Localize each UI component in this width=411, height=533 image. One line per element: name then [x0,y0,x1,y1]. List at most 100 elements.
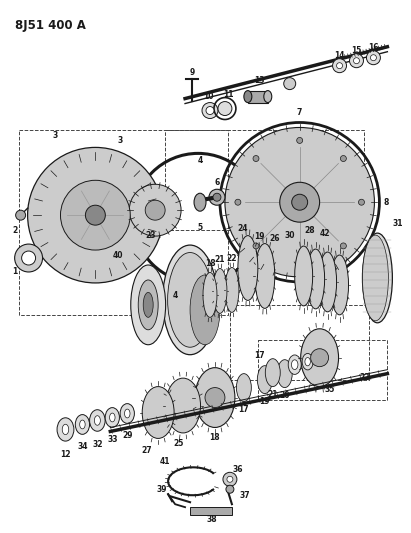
Circle shape [340,156,346,161]
Text: 25: 25 [173,439,183,448]
Circle shape [60,180,130,250]
Circle shape [206,107,214,115]
Ellipse shape [125,409,130,418]
Ellipse shape [110,413,115,422]
Text: 40: 40 [113,251,124,260]
Ellipse shape [264,91,272,102]
Ellipse shape [363,233,393,323]
Ellipse shape [142,386,174,439]
Ellipse shape [288,355,301,374]
Text: 36: 36 [233,465,243,474]
Text: 10: 10 [203,92,213,101]
Circle shape [311,349,328,367]
Ellipse shape [302,353,313,370]
Circle shape [332,59,346,72]
Text: 18: 18 [210,433,220,442]
Circle shape [202,102,218,118]
Ellipse shape [213,269,227,313]
Ellipse shape [120,403,134,423]
Circle shape [349,54,363,68]
Bar [248,91,268,102]
Circle shape [223,472,237,486]
Text: 4: 4 [197,156,203,165]
Text: 12: 12 [60,450,71,459]
Ellipse shape [277,360,292,387]
Circle shape [213,193,221,201]
Text: 28: 28 [304,225,315,235]
Text: 35: 35 [324,385,335,394]
Circle shape [22,251,36,265]
Circle shape [292,194,308,210]
Text: 8: 8 [384,198,389,207]
Ellipse shape [138,280,158,330]
Circle shape [297,138,302,143]
Ellipse shape [194,193,206,211]
Text: 1: 1 [12,268,17,277]
Text: 39: 39 [157,484,167,494]
Ellipse shape [301,329,339,386]
Text: 23: 23 [145,231,155,240]
Text: 41: 41 [160,457,171,466]
Text: 18: 18 [205,259,215,268]
Text: 2: 2 [12,225,17,235]
Ellipse shape [236,374,252,401]
Text: 9: 9 [189,68,195,77]
Circle shape [340,243,346,249]
Ellipse shape [90,410,105,431]
Text: 33: 33 [107,435,118,445]
Circle shape [145,200,165,220]
Text: 13: 13 [254,76,265,85]
Circle shape [370,55,376,61]
Text: 16: 16 [368,43,379,52]
Ellipse shape [319,252,337,312]
Text: 17: 17 [254,351,265,360]
Text: 3: 3 [118,136,123,145]
Text: 30: 30 [284,231,295,240]
Text: 32: 32 [92,440,103,449]
Ellipse shape [305,358,310,366]
Circle shape [297,261,302,267]
Ellipse shape [143,293,153,317]
Text: 4: 4 [173,292,178,301]
Text: 29: 29 [122,431,132,440]
Text: 34: 34 [77,442,88,451]
Circle shape [129,184,181,236]
Circle shape [280,182,320,222]
Circle shape [28,148,163,283]
Bar [258,340,388,400]
Circle shape [358,199,365,205]
Ellipse shape [255,244,275,309]
Text: 22: 22 [359,373,370,382]
Ellipse shape [291,360,298,369]
Circle shape [235,199,241,205]
Ellipse shape [295,246,313,306]
Text: 42: 42 [319,229,330,238]
Ellipse shape [166,378,201,433]
Ellipse shape [225,268,239,312]
Text: 6: 6 [214,178,219,187]
Ellipse shape [190,275,220,345]
Text: 21: 21 [268,390,278,399]
Ellipse shape [95,416,100,425]
Circle shape [253,243,259,249]
Text: 31: 31 [392,219,403,228]
Circle shape [15,244,43,272]
Text: 22: 22 [226,254,237,263]
Text: 8J51 400 A: 8J51 400 A [15,19,85,32]
Text: 37: 37 [240,491,250,500]
Ellipse shape [238,236,258,301]
Bar [190,507,232,515]
Ellipse shape [257,366,272,393]
Circle shape [225,127,374,277]
Text: 21: 21 [215,255,225,263]
Ellipse shape [105,408,120,427]
Text: 27: 27 [141,446,152,455]
Circle shape [226,485,234,493]
Text: 14: 14 [334,51,345,60]
Circle shape [227,477,233,482]
Text: 15: 15 [351,46,362,55]
Ellipse shape [75,415,90,434]
Circle shape [367,51,381,64]
Ellipse shape [163,245,217,354]
Ellipse shape [62,424,69,434]
